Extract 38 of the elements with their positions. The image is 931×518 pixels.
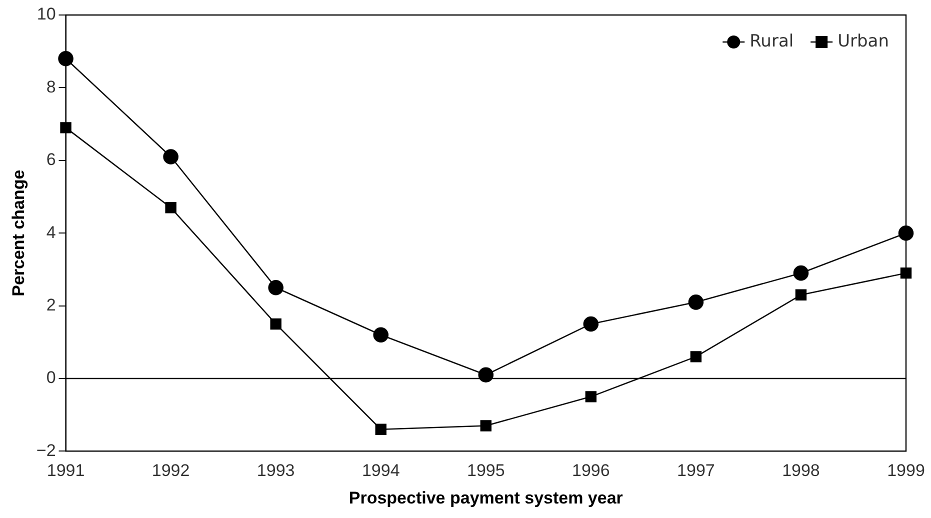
y-tick-label: 2 [46,295,56,314]
point [375,424,386,435]
y-tick-label: −2 [36,440,56,460]
point [163,149,178,164]
y-tick-label: 10 [36,4,56,24]
point [900,267,912,279]
x-tick-label: 1998 [782,461,820,480]
point [478,367,494,383]
x-tick-label: 1999 [887,461,925,480]
point [480,420,492,432]
x-tick-label: 1993 [256,461,295,480]
point [58,50,74,66]
point [583,316,599,332]
x-tick-label: 1996 [572,461,610,480]
x-tick-label: 1992 [152,461,190,480]
point [688,294,704,310]
point [60,122,72,134]
x-tick-label: 1997 [677,461,715,480]
y-tick-label: 4 [46,222,56,242]
y-tick-label: 6 [46,150,56,170]
legend-label: Rural [750,31,794,52]
y-tick-label: 0 [46,368,56,388]
x-tick-label: 1994 [362,461,400,480]
point [270,318,282,330]
x-axis-title: Prospective payment system year [348,488,624,508]
point [165,202,176,214]
x-tick-label: 1995 [466,461,505,480]
point [373,327,389,343]
legend-label: Urban [838,31,890,52]
point [795,289,807,300]
point [898,225,914,241]
y-axis-title: Percent change [8,170,28,296]
point [585,391,597,402]
point [793,265,809,281]
point [268,280,284,296]
y-tick-label: 8 [46,77,56,96]
point [690,351,702,362]
x-tick-label: 1991 [46,461,85,480]
